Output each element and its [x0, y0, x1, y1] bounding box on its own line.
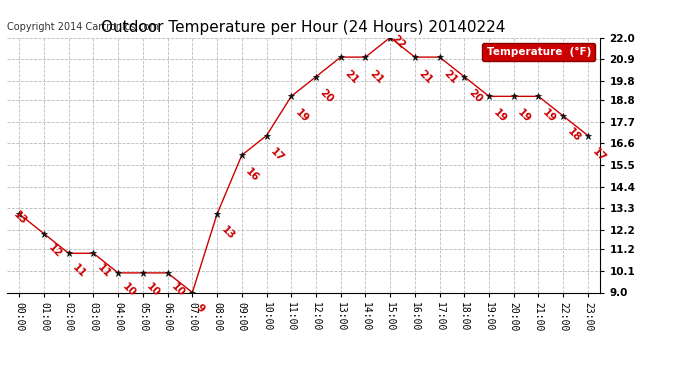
- Text: 9: 9: [195, 302, 206, 314]
- Text: 21: 21: [367, 68, 385, 85]
- Text: 11: 11: [95, 262, 112, 279]
- Text: 22: 22: [390, 34, 408, 51]
- Text: 18: 18: [565, 127, 582, 144]
- Text: 17: 17: [268, 146, 286, 164]
- Text: 20: 20: [318, 87, 335, 105]
- Text: 12: 12: [46, 243, 63, 260]
- Text: 21: 21: [442, 68, 459, 85]
- Title: Outdoor Temperature per Hour (24 Hours) 20140224: Outdoor Temperature per Hour (24 Hours) …: [101, 20, 506, 35]
- Text: 10: 10: [145, 282, 162, 299]
- Text: 19: 19: [293, 107, 310, 124]
- Text: 19: 19: [491, 107, 509, 124]
- Legend: Temperature  (°F): Temperature (°F): [482, 43, 595, 61]
- Text: 16: 16: [244, 166, 261, 183]
- Text: 20: 20: [466, 87, 484, 105]
- Text: 17: 17: [590, 146, 607, 164]
- Text: 13: 13: [219, 225, 237, 242]
- Text: 21: 21: [343, 68, 360, 85]
- Text: Copyright 2014 Cartronics.com: Copyright 2014 Cartronics.com: [7, 22, 159, 32]
- Text: 10: 10: [120, 282, 137, 299]
- Text: 10: 10: [170, 282, 187, 299]
- Text: 21: 21: [417, 68, 434, 85]
- Text: 13: 13: [12, 209, 29, 226]
- Text: 19: 19: [515, 107, 533, 124]
- Text: 19: 19: [540, 107, 558, 124]
- Text: 11: 11: [70, 262, 88, 279]
